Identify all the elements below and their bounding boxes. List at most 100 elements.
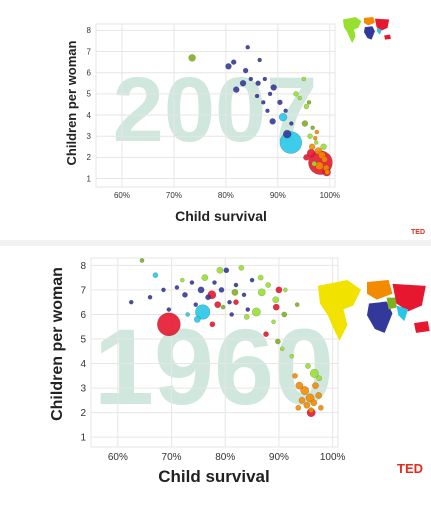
data-point-africa [174, 285, 180, 290]
y-tick-label: 3 [87, 132, 92, 141]
data-point-europe-central-asia [312, 382, 319, 390]
data-point-africa [212, 280, 217, 285]
data-point-africa [233, 282, 239, 288]
data-point-middle-east [274, 338, 281, 345]
x-tick-label: 70% [162, 452, 182, 463]
data-point-africa [254, 93, 260, 99]
data-point-east-asia-pacific [272, 303, 280, 311]
data-point-africa [249, 277, 255, 283]
data-point-east-asia-pacific [263, 331, 269, 337]
map-americas [318, 280, 362, 341]
data-point-africa [161, 287, 166, 293]
data-point-africa [147, 294, 153, 300]
data-point-americas [238, 264, 245, 271]
data-point-africa [265, 108, 270, 114]
data-point-americas [251, 307, 261, 317]
ted-logo: TED [397, 461, 423, 476]
map-americas [343, 17, 362, 44]
data-point-europe-central-asia [298, 396, 306, 404]
data-point-east-asia-pacific [303, 154, 310, 161]
data-point-americas [179, 277, 185, 283]
data-point-africa [269, 118, 276, 125]
data-point-europe-central-asia [308, 143, 316, 151]
data-point-americas [303, 103, 310, 110]
data-point-middle-east [139, 258, 145, 263]
data-point-europe-central-asia [321, 156, 328, 163]
data-point-south-asia [195, 304, 211, 320]
y-tick-label: 2 [80, 408, 86, 419]
data-point-africa [283, 108, 288, 114]
data-point-africa [166, 307, 172, 312]
x-tick-label: 60% [114, 191, 130, 200]
y-tick-label: 8 [87, 26, 92, 35]
data-point-south-asia [193, 315, 201, 323]
data-point-middle-east [231, 288, 239, 296]
data-point-africa [289, 121, 294, 126]
data-point-middle-east [301, 120, 309, 127]
data-point-europe-central-asia [313, 136, 318, 141]
x-tick-label: 80% [218, 191, 234, 200]
data-point-americas [283, 287, 288, 293]
data-point-europe-central-asia [300, 386, 310, 395]
map-australia [384, 34, 391, 40]
data-point-americas [257, 274, 264, 281]
data-point-middle-east [188, 54, 196, 62]
data-point-americas [293, 91, 299, 97]
x-tick-label: 80% [215, 452, 235, 463]
data-point-middle-east [306, 100, 312, 105]
data-point-americas [301, 76, 307, 82]
y-tick-label: 5 [80, 335, 86, 346]
data-point-africa [261, 100, 266, 105]
data-point-africa [239, 80, 247, 87]
x-tick-label: 100% [320, 452, 346, 463]
data-point-africa [248, 76, 254, 82]
data-point-africa [225, 63, 232, 70]
data-point-americas [289, 353, 295, 359]
data-point-africa [277, 99, 283, 106]
data-point-europe-central-asia [295, 404, 302, 411]
y-tick-label: 5 [87, 90, 92, 99]
chart-panel-1960: 1960 60% 70% 80% 90% 100% 1 2 3 4 5 6 7 8 Child surv… [0, 246, 431, 500]
y-tick-label: 3 [80, 384, 86, 395]
x-tick-label: 70% [166, 191, 182, 200]
y-tick-label: 6 [87, 68, 92, 77]
data-point-south-asia [278, 112, 288, 122]
world-map-legend [343, 17, 391, 44]
data-point-americas [216, 266, 224, 274]
data-point-americas [307, 133, 313, 139]
data-point-americas [316, 375, 323, 382]
y-tick-label: 7 [87, 47, 92, 56]
data-point-americas [265, 282, 272, 288]
y-axis-title: Children per woman [49, 267, 66, 421]
x-axis-title: Child survival [175, 208, 267, 224]
world-map-legend [318, 280, 430, 341]
y-tick-label: 4 [87, 111, 92, 120]
chart-panel-2007: 2007 60% 70% 80% 90% 100% 1 2 3 4 5 6 7 8 Child surv… [0, 0, 431, 240]
data-point-africa [270, 84, 277, 91]
data-point-europe-central-asia [292, 372, 298, 379]
y-tick-label: 6 [80, 310, 86, 321]
data-point-africa [218, 287, 225, 293]
data-point-americas [311, 160, 317, 167]
map-asia [374, 18, 390, 31]
data-point-americas [279, 346, 285, 352]
data-point-europe-central-asia [310, 399, 318, 407]
x-tick-label: 90% [270, 191, 286, 200]
data-point-africa [267, 91, 273, 97]
data-point-africa [227, 299, 232, 305]
y-tick-label: 4 [80, 359, 86, 370]
data-point-africa [245, 307, 251, 312]
y-tick-label: 2 [87, 153, 92, 162]
y-tick-label: 8 [80, 261, 86, 272]
data-point-europe-central-asia [303, 401, 311, 409]
map-asia [392, 283, 426, 312]
data-point-americas [271, 319, 276, 325]
data-point-east-asia-pacific [233, 299, 239, 306]
map-australia [414, 321, 430, 333]
data-point-africa [233, 86, 240, 93]
data-point-americas [201, 274, 209, 282]
data-point-americas [257, 288, 266, 297]
map-south-asia [376, 27, 382, 35]
